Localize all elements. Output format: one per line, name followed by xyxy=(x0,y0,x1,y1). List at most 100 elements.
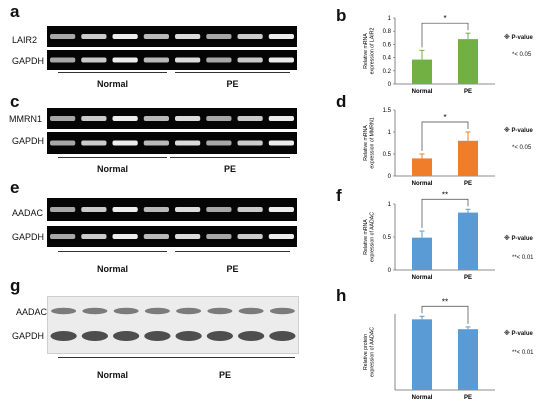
gel-band xyxy=(206,116,232,121)
significance-mark: * xyxy=(443,113,446,122)
gel-band xyxy=(81,207,107,212)
y-axis-label: Relative proteinexpression of AADAC xyxy=(363,327,376,377)
bar-pe xyxy=(458,39,478,84)
panel-letter-b: b xyxy=(336,6,347,25)
group-label-normal-e: Normal xyxy=(96,264,128,274)
group-line-pe-c xyxy=(170,157,290,158)
y-tick-label: 0.8 xyxy=(383,29,392,35)
gel-band xyxy=(143,234,169,239)
gel-band xyxy=(237,234,263,239)
gel-band xyxy=(268,234,294,239)
bar-normal xyxy=(412,237,432,270)
legend-note-f: **< 0.01 xyxy=(512,255,534,261)
significance-mark: * xyxy=(443,14,446,23)
significance-mark: ** xyxy=(442,297,448,306)
legend-title-f: ※ P-value xyxy=(504,236,533,242)
significance-bracket xyxy=(421,121,469,151)
y-tick-label: 0.2 xyxy=(383,69,392,75)
panel-letter-e: e xyxy=(10,178,20,197)
panel-letter-c: c xyxy=(10,92,20,111)
y-axis-label: Relative mRNAexpression of AADAC xyxy=(363,212,376,262)
panel-letter-a: a xyxy=(10,2,20,21)
y-tick-label: 1.5 xyxy=(383,108,392,114)
gel-band xyxy=(81,34,107,39)
blot-g xyxy=(47,296,299,354)
control-label-a: GAPDH xyxy=(12,56,45,66)
blot-band xyxy=(81,331,108,341)
gel-band xyxy=(268,140,294,146)
blot-band xyxy=(269,307,295,315)
blot-band xyxy=(144,331,171,341)
blot-band xyxy=(269,331,296,341)
y-axis-label: Relative mRNAexpression of MMRN1 xyxy=(363,117,376,168)
group-label-normal-a: Normal xyxy=(96,79,128,89)
group-label-pe-a: PE xyxy=(226,79,239,89)
y-tick-label: 0.4 xyxy=(383,56,392,62)
blot-band xyxy=(113,331,140,341)
blot-band xyxy=(50,331,77,341)
x-tick-label: Normal xyxy=(412,89,433,95)
group-line-normal-e xyxy=(58,251,167,252)
panel-letter-h: h xyxy=(336,286,347,305)
y-axis-label: Relative mRNAexpression of LAIR2 xyxy=(363,28,376,75)
group-line-pe-a xyxy=(175,72,290,73)
gel-band xyxy=(237,207,263,212)
x-tick-label: PE xyxy=(464,89,472,95)
blot-band xyxy=(207,307,233,315)
gel-band xyxy=(268,34,294,39)
gel-control-a xyxy=(47,50,297,70)
gel-band xyxy=(81,116,107,121)
gel-band xyxy=(50,234,76,239)
panel-letter-f: f xyxy=(336,186,342,205)
blot-band xyxy=(144,307,170,315)
y-tick-label: 0 xyxy=(388,174,392,180)
blot-band xyxy=(175,331,202,341)
gel-band xyxy=(143,207,169,212)
legend-title-h: ※ P-value xyxy=(504,331,533,337)
gel-band xyxy=(175,57,201,63)
gel-band xyxy=(143,116,169,121)
gel-band xyxy=(268,207,294,212)
y-tick-label: 1 xyxy=(388,202,392,208)
gel-band xyxy=(50,34,76,39)
gel-band xyxy=(175,140,201,146)
legend-title-d: ※ P-value xyxy=(504,128,533,134)
bar-pe xyxy=(458,329,478,390)
significance-bracket xyxy=(421,22,469,48)
gel-control-e xyxy=(47,226,297,247)
gel-band xyxy=(112,116,138,121)
gel-band xyxy=(81,234,107,239)
target-label-c: MMRN1 xyxy=(9,114,42,124)
blot-band xyxy=(238,331,265,341)
bar-normal xyxy=(412,158,432,176)
chart-d: Relative mRNAexpression of MMRN1 0 0.5 1 1.5… xyxy=(355,92,505,192)
gel-band xyxy=(237,34,263,39)
target-label-a: LAIR2 xyxy=(12,35,38,45)
gel-band xyxy=(50,207,76,212)
x-tick-label: Normal xyxy=(412,275,433,281)
legend-note-d: *< 0.05 xyxy=(512,145,532,151)
bar-pe xyxy=(458,140,478,176)
gel-band xyxy=(206,234,232,239)
gel-band xyxy=(268,116,294,121)
bar-normal xyxy=(412,59,432,84)
gel-band xyxy=(206,207,232,212)
gel-band xyxy=(268,57,294,63)
x-tick-label: Normal xyxy=(412,181,433,187)
significance-mark: ** xyxy=(442,190,448,199)
y-tick-label: 1 xyxy=(388,130,392,136)
legend-title-b: ※ P-value xyxy=(504,35,533,41)
gel-target-c xyxy=(47,108,297,129)
gel-band xyxy=(237,116,263,121)
significance-bracket xyxy=(421,305,469,324)
gel-band xyxy=(50,140,76,146)
control-label-e: GAPDH xyxy=(12,232,45,242)
chart-b: Relative mRNAexpression of LAIR2 0 0.2 0.4 0… xyxy=(355,0,505,100)
gel-band xyxy=(237,140,263,146)
gel-band xyxy=(175,34,201,39)
blot-band xyxy=(238,307,264,315)
blot-band xyxy=(113,307,139,315)
chart-f: Relative mRNAexpression of AADAC 0 0.5 1 Nor… xyxy=(355,186,505,286)
y-tick-label: 0.5 xyxy=(383,235,392,241)
gel-target-a xyxy=(47,26,297,47)
